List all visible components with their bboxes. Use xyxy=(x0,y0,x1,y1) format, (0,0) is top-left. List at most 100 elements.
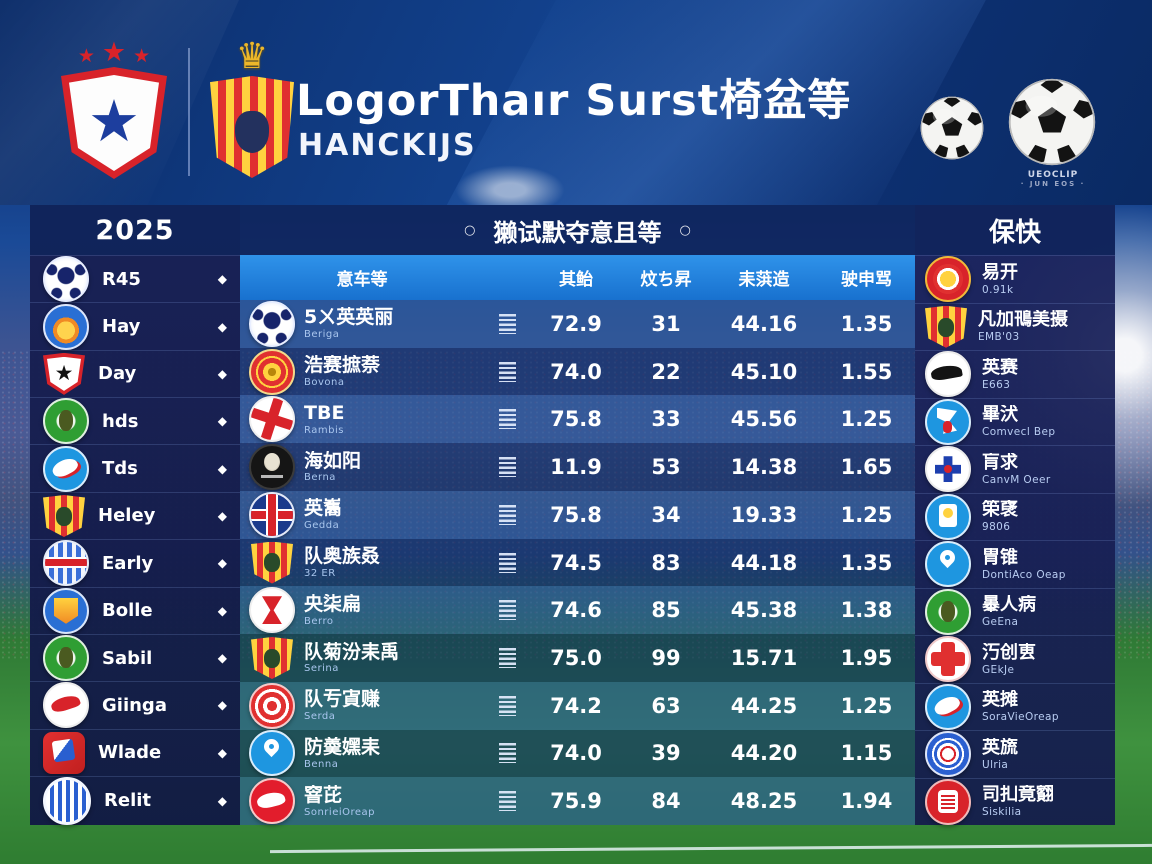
table-title: 獭试默夺意且等 xyxy=(493,218,662,247)
sidebar-item[interactable]: R45 ◆ xyxy=(30,255,240,303)
stat-value: 72.9 xyxy=(550,311,602,336)
team-subtitle: GEkJe xyxy=(982,663,1015,676)
team-subtitle: SonrieiOreap xyxy=(304,806,376,818)
ranking-item[interactable]: 司㧄竟䎙 Siskilia xyxy=(915,777,1115,826)
team-name: 汅创叀 xyxy=(982,642,1036,663)
sidebar-item[interactable]: hds ◆ xyxy=(30,397,240,445)
team-name: 肓求 xyxy=(982,452,1018,473)
black-badge-icon xyxy=(249,444,295,491)
diamond-marker-icon: ◆ xyxy=(217,556,227,571)
table-row[interactable]: 英雟 Gedda 75.8 34 19.33 1.25 xyxy=(240,490,915,539)
ranking-item[interactable]: 胄锥 DontiAco Oeap xyxy=(915,540,1115,588)
table-row[interactable]: 浩赛摭萘 Bovona 74.0 22 45.10 1.55 xyxy=(240,347,915,396)
sidebar-item[interactable]: Heley ◆ xyxy=(30,491,240,539)
team-subtitle: Serina xyxy=(304,663,339,675)
ranking-item[interactable]: 英赛 E663 xyxy=(915,350,1115,398)
stat-value: 45.38 xyxy=(730,598,798,623)
ranking-item[interactable]: 汅创叀 GEkJe xyxy=(915,635,1115,683)
sidebar-item[interactable]: Early ◆ xyxy=(30,539,240,587)
team-name: 防羮嫼耒 xyxy=(304,737,381,759)
sidebar-item-label: Hay xyxy=(102,316,141,338)
stat-value: 45.56 xyxy=(730,407,798,432)
column-header[interactable]: 耒葓造 xyxy=(738,270,790,290)
sidebar-item[interactable]: Sabil ◆ xyxy=(30,633,240,682)
stats-table-panel: ○ 獭试默夺意且等 ○ 意车等 其鲐 炆ち昇 耒葓造 驶申骂 5ㄨ英英丽 Beri… xyxy=(240,205,915,826)
table-row[interactable]: 队奥族叒 32 ER 74.5 83 44.18 1.35 xyxy=(240,538,915,587)
table-row[interactable]: 窨芘 SonrieiOreap 75.9 84 48.25 1.94 xyxy=(240,777,915,826)
soccer-crest-icon xyxy=(249,300,295,347)
sidebar-item[interactable]: Wlade ◆ xyxy=(30,728,240,776)
ball-caption: UEOCLIP · JUN EOS · xyxy=(1020,170,1086,188)
sidebar-item[interactable]: Bolle ◆ xyxy=(30,586,240,634)
green-badge-icon xyxy=(925,588,971,635)
bullet-icon: ○ xyxy=(679,222,691,238)
table-row[interactable]: TBE Rambis 75.8 33 45.56 1.25 xyxy=(240,395,915,444)
blue-cross-badge-icon xyxy=(925,446,971,493)
ranking-item[interactable]: 筞裦 9806 xyxy=(915,492,1115,541)
stat-value: 1.15 xyxy=(840,741,893,766)
column-header[interactable]: 驶申骂 xyxy=(841,270,892,290)
sidebar-item-label: Giinga xyxy=(102,694,167,716)
ranking-item[interactable]: 畢汱 Comvecl Bep xyxy=(915,397,1115,446)
team-name: 队菊汾耒禹 xyxy=(304,641,400,663)
stat-value: 83 xyxy=(651,550,681,575)
team-name: 央柒扁 xyxy=(304,593,362,615)
team-name: 筞裦 xyxy=(982,500,1018,521)
column-header[interactable]: 炆ち昇 xyxy=(640,270,692,290)
stat-value: 22 xyxy=(651,359,681,384)
sidebar-item[interactable]: Day ◆ xyxy=(30,349,240,397)
stat-value: 1.35 xyxy=(840,311,893,336)
ranking-item[interactable]: 英摊 SoraVieOreap xyxy=(915,682,1115,731)
diamond-marker-icon: ◆ xyxy=(217,603,227,618)
diamond-marker-icon: ◆ xyxy=(217,651,227,666)
team-name: 海如阳 xyxy=(304,450,362,472)
column-header[interactable]: 其鲐 xyxy=(559,270,593,290)
diamond-marker-icon: ◆ xyxy=(217,366,227,381)
sidebar-item[interactable]: Relit ◆ xyxy=(30,775,240,825)
sidebar-item[interactable]: Tds ◆ xyxy=(30,444,240,492)
table-row[interactable]: 队菊汾耒禹 Serina 75.0 99 15.71 1.95 xyxy=(240,634,915,682)
stats-bars-icon xyxy=(498,648,516,668)
stats-bars-icon xyxy=(498,552,516,573)
stats-bars-icon xyxy=(498,504,516,525)
table-row[interactable]: 防羮嫼耒 Benna 74.0 39 44.20 1.15 xyxy=(240,729,915,778)
map-pin-badge-icon xyxy=(249,730,295,777)
stat-value: 99 xyxy=(651,646,681,670)
team-subtitle: DontiAco Oeap xyxy=(982,568,1066,581)
star-shield-crest-icon xyxy=(43,352,85,395)
striped-shield-crest-icon xyxy=(925,305,967,348)
stats-bars-icon xyxy=(498,409,516,430)
team-name: 易开 xyxy=(982,262,1018,283)
stat-value: 75.8 xyxy=(550,502,602,527)
stat-value: 74.6 xyxy=(550,598,602,623)
green-badge-icon xyxy=(43,398,89,445)
ranking-item[interactable]: 肓求 CanvM Oeer xyxy=(915,445,1115,493)
red-square-badge-icon xyxy=(43,731,85,774)
sidebar-item[interactable]: Hay ◆ xyxy=(30,302,240,350)
column-header[interactable]: 意车等 xyxy=(336,270,388,290)
striped-shield-crest-icon xyxy=(43,494,85,537)
ranking-item[interactable]: 凡加鳵美摄 EMB'03 xyxy=(915,302,1115,351)
blue-orange-badge-icon xyxy=(43,587,89,634)
team-name: 曓人病 xyxy=(982,595,1036,616)
diamond-marker-icon: ◆ xyxy=(217,414,227,429)
table-row[interactable]: 队亐寊赚 Serda 74.2 63 44.25 1.25 xyxy=(240,681,915,730)
stat-value: 39 xyxy=(651,741,681,766)
sidebar-item-label: Tds xyxy=(102,458,138,480)
sidebar-item[interactable]: Giinga ◆ xyxy=(30,681,240,729)
stat-value: 33 xyxy=(651,407,681,432)
table-row[interactable]: 5ㄨ英英丽 Beriga 72.9 31 44.16 1.35 xyxy=(240,300,915,348)
stats-bars-icon xyxy=(498,791,516,812)
ranking-item[interactable]: 英旒 Ulria xyxy=(915,730,1115,778)
table-row[interactable]: 央柒扁 Berro 74.6 85 45.38 1.38 xyxy=(240,586,915,635)
table-row[interactable]: 海如阳 Berna 11.9 53 14.38 1.65 xyxy=(240,443,915,491)
stat-value: 31 xyxy=(651,311,681,336)
team-name: 司㧄竟䎙 xyxy=(982,785,1054,806)
stat-value: 1.94 xyxy=(840,789,893,814)
diamond-marker-icon: ◆ xyxy=(217,745,227,760)
ranking-item[interactable]: 曓人病 GeEna xyxy=(915,587,1115,636)
diamond-marker-icon: ◆ xyxy=(217,793,227,808)
sidebar-item-label: Heley xyxy=(98,505,156,527)
ranking-item[interactable]: 易开 0.91k xyxy=(915,255,1115,303)
diamond-marker-icon: ◆ xyxy=(217,508,227,523)
